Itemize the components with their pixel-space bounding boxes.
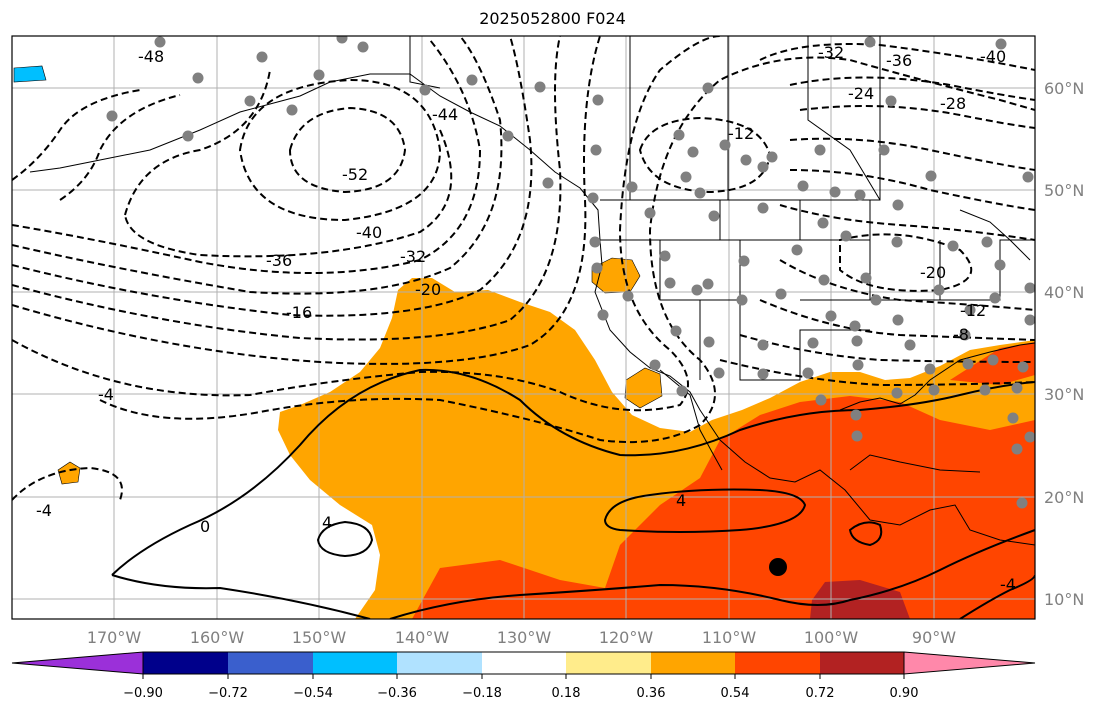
colorbar-tick-label: 0.72 <box>806 686 835 701</box>
colorbar-tick-label: −0.72 <box>208 686 248 701</box>
longitude-labels: 170°W 160°W 150°W 140°W 130°W 120°W 110°… <box>87 628 956 647</box>
contour-label: -36 <box>886 51 912 70</box>
colorbar-segment <box>566 652 651 674</box>
shaded-field <box>13 65 1035 619</box>
lon-label: 160°W <box>190 628 245 647</box>
colorbar-tick-label: 0.90 <box>890 686 919 701</box>
contour-label: -28 <box>940 94 966 113</box>
latitude-labels: 60°N 50°N 40°N 30°N 20°N 10°N <box>1044 79 1084 609</box>
lon-label: 140°W <box>395 628 450 647</box>
colorbar-segment <box>651 652 735 674</box>
contour-label: -24 <box>848 84 874 103</box>
contour-label: -12 <box>728 124 754 143</box>
colorbar-segment <box>482 652 566 674</box>
contour-label: -36 <box>266 251 292 270</box>
contour-label: -8 <box>953 325 969 344</box>
colorbar: −0.90 −0.72 −0.54 −0.36 −0.18 0.18 0.36 … <box>11 651 1036 701</box>
lon-label: 150°W <box>292 628 347 647</box>
station-markers <box>106 36 1035 509</box>
lon-label: 90°W <box>912 628 956 647</box>
lat-label: 20°N <box>1044 488 1084 507</box>
map-title: 2025052800 F024 <box>479 9 626 28</box>
lat-label: 50°N <box>1044 181 1084 200</box>
contour-label: -32 <box>818 43 844 62</box>
colorbar-segment <box>820 652 904 674</box>
colorbar-segment <box>11 651 144 675</box>
contour-label: -4 <box>1000 575 1016 594</box>
colorbar-tick-label: −0.18 <box>462 686 502 701</box>
colorbar-segment <box>735 652 820 674</box>
contour-label: -32 <box>400 247 426 266</box>
contour-label: -40 <box>356 223 382 242</box>
colorbar-segment <box>143 652 228 674</box>
lon-label: 100°W <box>804 628 859 647</box>
location-marker <box>769 558 787 576</box>
colorbar-tick-label: 0.54 <box>721 686 750 701</box>
contour-label: -20 <box>415 280 441 299</box>
colorbar-tick-label: −0.90 <box>123 686 163 701</box>
colorbar-segment <box>903 651 1036 675</box>
colorbar-tick-label: −0.36 <box>377 686 417 701</box>
contour-label: -20 <box>920 263 946 282</box>
colorbar-tick-label: −0.54 <box>293 686 333 701</box>
graticule <box>12 36 1035 619</box>
contour-label: 4 <box>322 513 332 532</box>
positive-contours <box>111 368 1035 619</box>
lat-label: 60°N <box>1044 79 1084 98</box>
lat-label: 40°N <box>1044 283 1084 302</box>
contour-label: -4 <box>98 385 114 404</box>
contour-label: 0 <box>200 517 210 536</box>
contour-label: -4 <box>36 501 52 520</box>
lon-label: 120°W <box>599 628 654 647</box>
negative-contours <box>12 36 1035 501</box>
colorbar-tick-label: 0.18 <box>552 686 581 701</box>
contour-label: 4 <box>676 491 686 510</box>
lon-label: 130°W <box>497 628 552 647</box>
colorbar-segment <box>397 652 482 674</box>
colorbar-segment <box>228 652 313 674</box>
contour-label: -12 <box>960 301 986 320</box>
contour-labels: -48 -44 -52 -40 -36 -32 -20 -16 -12 -32 … <box>36 43 1016 594</box>
lat-label: 30°N <box>1044 385 1084 404</box>
contour-label: -16 <box>286 303 312 322</box>
map-frame <box>11 35 1036 620</box>
contour-label: -44 <box>432 105 458 124</box>
lon-label: 170°W <box>87 628 142 647</box>
contour-label: -52 <box>342 165 368 184</box>
lon-label: 110°W <box>702 628 757 647</box>
colorbar-tick-label: 0.36 <box>637 686 666 701</box>
contour-label: -40 <box>980 47 1006 66</box>
contour-label: -48 <box>138 47 164 66</box>
colorbar-segment <box>313 652 397 674</box>
lat-label: 10°N <box>1044 590 1084 609</box>
